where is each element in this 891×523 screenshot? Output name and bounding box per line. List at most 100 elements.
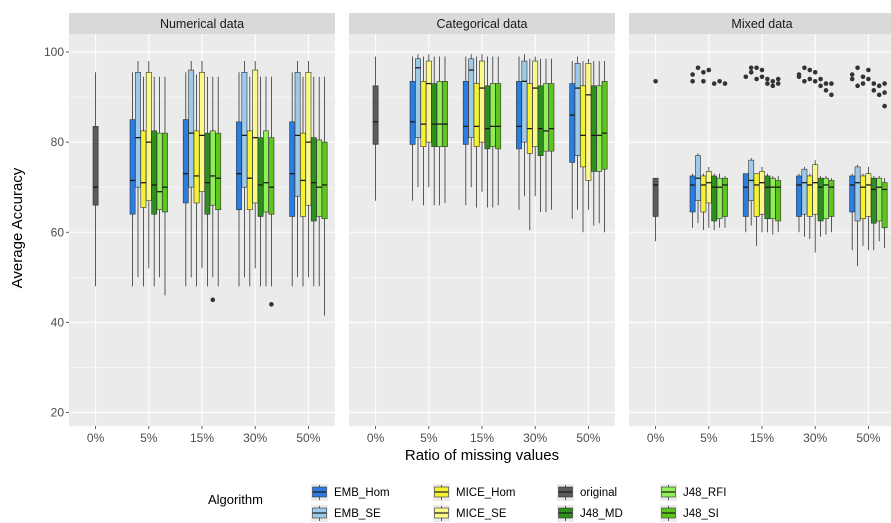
outlier-point (802, 79, 807, 84)
outlier-point (748, 65, 754, 71)
outlier-point (829, 92, 834, 98)
box (711, 81, 718, 230)
box (135, 61, 141, 278)
outlier-point (748, 69, 754, 75)
box-body (473, 83, 480, 147)
x-axis: 0% 5% 15% 30% 50% (367, 426, 601, 445)
box-body (188, 69, 195, 188)
box-body (537, 85, 544, 156)
box (473, 56, 480, 208)
outlier-point (759, 67, 765, 73)
box-group (129, 61, 168, 296)
box-body (209, 130, 216, 206)
box-body (162, 132, 168, 213)
box-body (305, 71, 312, 206)
outlier-point (701, 79, 706, 84)
x-tick-label: 15% (190, 431, 214, 445)
box-body (580, 85, 586, 168)
outlier-point (871, 81, 877, 86)
box-body (769, 177, 776, 220)
y-tick-label: 60 (51, 225, 65, 239)
box-body (569, 83, 576, 163)
box-body (442, 81, 448, 147)
box-group (652, 79, 659, 242)
outlier-point (754, 76, 759, 82)
legend-label: J48_SI (683, 508, 719, 520)
box (246, 76, 253, 287)
box-group (236, 61, 275, 307)
box-group (289, 61, 328, 316)
outlier-point (765, 81, 770, 86)
box-group (182, 61, 222, 303)
box (199, 61, 205, 269)
box-group (372, 56, 379, 201)
outlier-point (818, 76, 823, 82)
box (236, 72, 242, 287)
outlier-point (770, 79, 776, 84)
box-body (415, 58, 421, 138)
panel-title: Categorical data (436, 17, 527, 31)
box (162, 76, 168, 296)
box (881, 81, 888, 249)
panel-2: Categorical data 0% 5% 15% 30% 50% (349, 13, 615, 445)
box-body (870, 177, 877, 224)
box-body (652, 177, 659, 217)
outlier-point (743, 74, 749, 80)
outlier-point (829, 81, 834, 86)
x-axis-title: Ratio of missing values (405, 447, 559, 464)
box (722, 81, 728, 228)
box-body (268, 137, 275, 215)
box-body (145, 71, 152, 202)
outlier-point (876, 83, 882, 89)
x-tick-label: 0% (87, 431, 105, 445)
box-body (548, 83, 555, 152)
box-body (140, 130, 147, 208)
box-body (495, 83, 502, 150)
outlier-point (818, 83, 823, 89)
box (548, 58, 555, 210)
panel-1: Numerical data 0% 5% 15% 30% 50% (69, 13, 335, 445)
legend-label: original (580, 487, 617, 499)
y-tick-label: 80 (51, 135, 65, 149)
outlier-point (882, 90, 887, 95)
legend-title: Algorithm (208, 492, 263, 507)
box (849, 72, 856, 251)
outlier-point (871, 88, 877, 93)
outlier-point (866, 67, 871, 73)
box (92, 72, 99, 287)
outlier-point (855, 65, 860, 71)
panel-background (629, 34, 891, 426)
box-body (775, 180, 782, 222)
x-tick-label: 50% (296, 431, 320, 445)
box-body (796, 175, 802, 217)
outlier-point (754, 65, 759, 71)
box-body (689, 175, 696, 213)
legend-item: MICE_SE (433, 505, 507, 522)
panel-title: Mixed data (731, 17, 792, 31)
panel-strip (629, 13, 891, 34)
legend-label: EMB_SE (334, 508, 381, 520)
box-body (310, 137, 317, 222)
legend-item: original (557, 484, 617, 501)
legend-label: J48_RFI (683, 487, 726, 499)
box-body (484, 85, 491, 150)
box-group (742, 65, 782, 246)
box (590, 61, 597, 226)
panel-strip (349, 13, 615, 34)
x-axis: 0% 5% 15% 30% 50% (647, 426, 881, 445)
box-body (193, 130, 200, 204)
box (817, 76, 824, 237)
outlier-point (802, 65, 807, 71)
box-body (817, 177, 824, 222)
box-body (722, 177, 728, 217)
box (188, 61, 195, 278)
box (215, 76, 222, 287)
outlier-point (690, 79, 695, 84)
box-body (601, 81, 608, 170)
box (241, 61, 248, 278)
box-body (590, 85, 597, 172)
box-group (796, 65, 835, 253)
x-tick-label: 50% (856, 431, 880, 445)
box (705, 67, 712, 228)
